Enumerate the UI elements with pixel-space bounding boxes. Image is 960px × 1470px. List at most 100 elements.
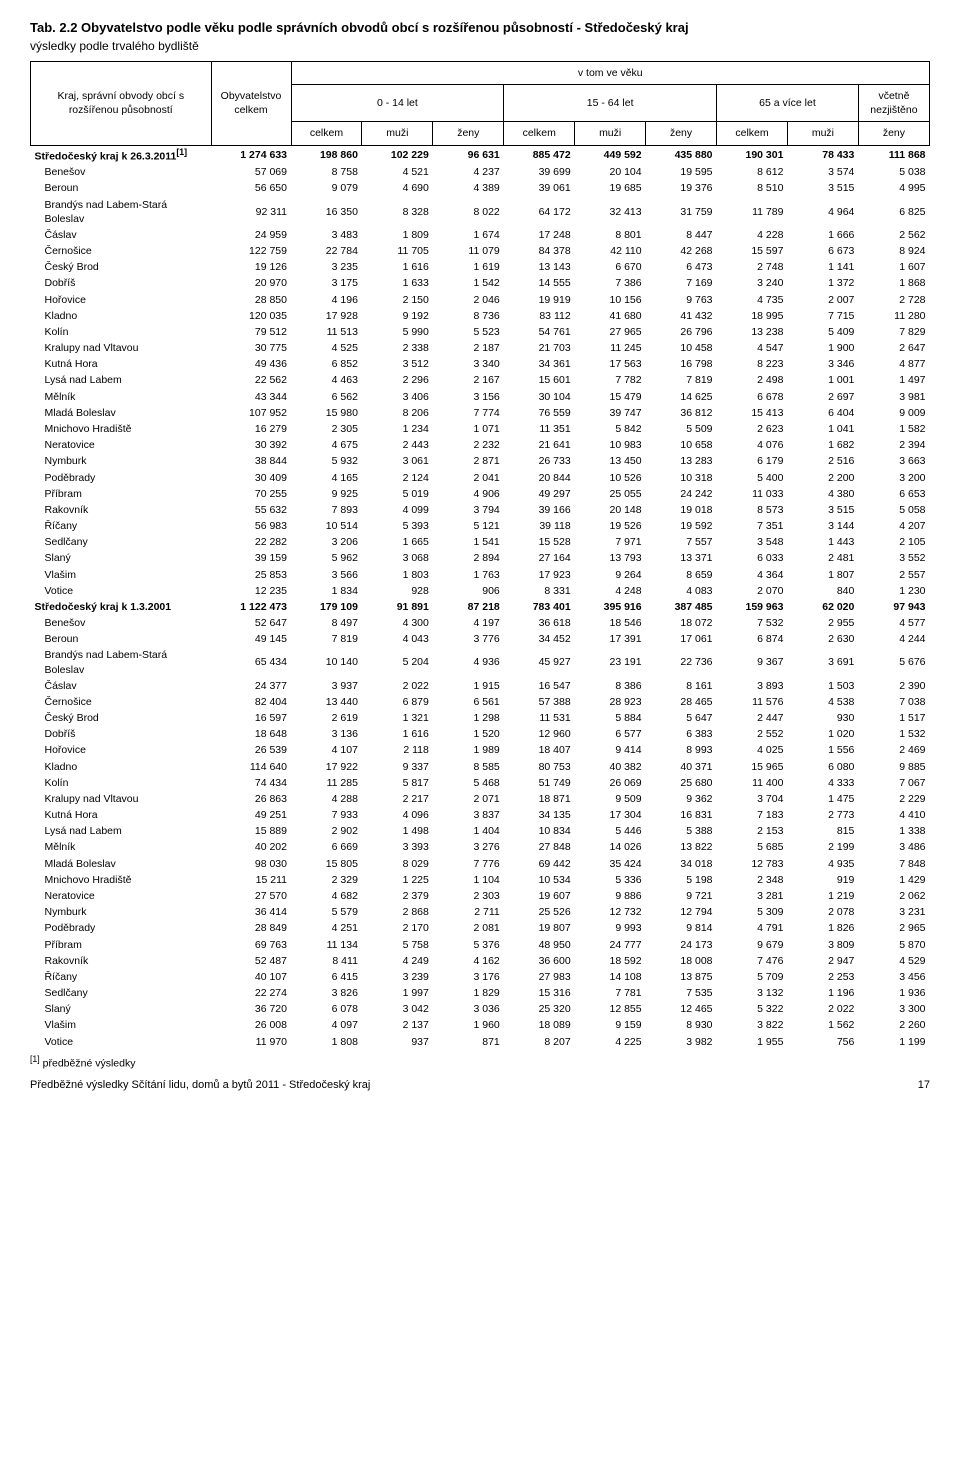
- data-cell: 13 283: [646, 453, 717, 469]
- table-row: Brandýs nad Labem-Stará Boleslav65 43410…: [31, 647, 930, 677]
- data-cell: 25 055: [575, 486, 646, 502]
- data-cell: 8 447: [646, 227, 717, 243]
- data-cell: 28 849: [211, 920, 291, 936]
- header-g4: včetně nezjištěno: [858, 85, 929, 122]
- data-cell: 1 429: [858, 872, 929, 888]
- data-cell: 9 679: [717, 937, 788, 953]
- data-cell: 5 685: [717, 839, 788, 855]
- data-cell: 4 463: [291, 372, 362, 388]
- row-label: Příbram: [31, 486, 212, 502]
- row-label: Dobříš: [31, 275, 212, 291]
- data-cell: 2 071: [433, 791, 504, 807]
- data-cell: 79 512: [211, 324, 291, 340]
- data-cell: 3 794: [433, 502, 504, 518]
- data-cell: 1 915: [433, 678, 504, 694]
- data-cell: 17 928: [291, 308, 362, 324]
- data-cell: 98 030: [211, 856, 291, 872]
- data-cell: 9 079: [291, 180, 362, 196]
- table-row: Kladno120 03517 9289 1928 73683 11241 68…: [31, 308, 930, 324]
- table-row: Černošice122 75922 78411 70511 07984 378…: [31, 243, 930, 259]
- table-row: Lysá nad Labem22 5624 4632 2962 16715 60…: [31, 372, 930, 388]
- data-cell: 28 465: [646, 694, 717, 710]
- data-cell: 1 960: [433, 1017, 504, 1033]
- data-cell: 16 798: [646, 356, 717, 372]
- table-row: Slaný36 7206 0783 0423 03625 32012 85512…: [31, 1001, 930, 1017]
- data-cell: 4 107: [291, 742, 362, 758]
- data-cell: 57 388: [504, 694, 575, 710]
- data-cell: 5 121: [433, 518, 504, 534]
- data-cell: 1 234: [362, 421, 433, 437]
- data-cell: 13 371: [646, 550, 717, 566]
- row-label: Slaný: [31, 550, 212, 566]
- section-total-cell: 1 274 633: [211, 145, 291, 164]
- data-cell: 8 930: [646, 1017, 717, 1033]
- data-cell: 1 219: [787, 888, 858, 904]
- data-cell: 57 069: [211, 164, 291, 180]
- table-row: Říčany40 1076 4153 2393 17627 98314 1081…: [31, 969, 930, 985]
- data-cell: 27 848: [504, 839, 575, 855]
- data-cell: 10 534: [504, 872, 575, 888]
- footnote-mark: [1]: [30, 1054, 40, 1064]
- table-row: Neratovice27 5704 6822 3792 30319 6079 8…: [31, 888, 930, 904]
- data-cell: 3 176: [433, 969, 504, 985]
- data-cell: 4 521: [362, 164, 433, 180]
- data-cell: 17 922: [291, 759, 362, 775]
- data-cell: 5 019: [362, 486, 433, 502]
- data-cell: 3 704: [717, 791, 788, 807]
- data-cell: 49 251: [211, 807, 291, 823]
- table-row: Beroun56 6509 0794 6904 38939 06119 6851…: [31, 180, 930, 196]
- data-cell: 3 068: [362, 550, 433, 566]
- data-cell: 40 371: [646, 759, 717, 775]
- data-cell: 8 029: [362, 856, 433, 872]
- row-label: Mnichovo Hradiště: [31, 872, 212, 888]
- data-cell: 1 808: [291, 1034, 362, 1050]
- data-cell: 2 187: [433, 340, 504, 356]
- data-cell: 6 078: [291, 1001, 362, 1017]
- data-cell: 7 933: [291, 807, 362, 823]
- section-label: Středočeský kraj k 26.3.2011[1]: [31, 145, 212, 164]
- data-cell: 1 616: [362, 726, 433, 742]
- page-footer: Předběžné výsledky Sčítání lidu, domů a …: [30, 1079, 930, 1091]
- data-cell: 9 367: [717, 647, 788, 677]
- data-cell: 1 807: [787, 567, 858, 583]
- table-row: Beroun49 1457 8194 0433 77634 45217 3911…: [31, 631, 930, 647]
- data-cell: 82 404: [211, 694, 291, 710]
- section-total-cell: 97 943: [858, 599, 929, 615]
- data-cell: 8 022: [433, 197, 504, 227]
- header-sub: celkem: [717, 122, 788, 145]
- data-cell: 3 393: [362, 839, 433, 855]
- data-cell: 4 225: [575, 1034, 646, 1050]
- data-cell: 36 812: [646, 405, 717, 421]
- data-cell: 4 675: [291, 437, 362, 453]
- data-cell: 1 001: [787, 372, 858, 388]
- data-cell: 2 150: [362, 292, 433, 308]
- data-cell: 1 834: [291, 583, 362, 599]
- data-cell: 27 164: [504, 550, 575, 566]
- data-cell: 4 099: [362, 502, 433, 518]
- data-cell: 1 498: [362, 823, 433, 839]
- table-row: Dobříš20 9703 1751 6331 54214 5557 3867 …: [31, 275, 930, 291]
- data-cell: 28 923: [575, 694, 646, 710]
- data-cell: 40 202: [211, 839, 291, 855]
- data-cell: 3 456: [858, 969, 929, 985]
- table-row: Mnichovo Hradiště16 2792 3051 2341 07111…: [31, 421, 930, 437]
- data-cell: 2 137: [362, 1017, 433, 1033]
- data-cell: 15 479: [575, 389, 646, 405]
- row-label: Čáslav: [31, 227, 212, 243]
- data-cell: 27 570: [211, 888, 291, 904]
- data-cell: 906: [433, 583, 504, 599]
- data-cell: 40 382: [575, 759, 646, 775]
- data-cell: 2 965: [858, 920, 929, 936]
- data-cell: 9 414: [575, 742, 646, 758]
- data-cell: 39 159: [211, 550, 291, 566]
- data-cell: 1 542: [433, 275, 504, 291]
- data-cell: 41 432: [646, 308, 717, 324]
- row-label: Kladno: [31, 759, 212, 775]
- data-cell: 15 980: [291, 405, 362, 421]
- data-cell: 35 424: [575, 856, 646, 872]
- data-cell: 3 281: [717, 888, 788, 904]
- data-cell: 19 592: [646, 518, 717, 534]
- data-cell: 7 971: [575, 534, 646, 550]
- table-row: Rakovník52 4878 4114 2494 16236 60018 59…: [31, 953, 930, 969]
- data-cell: 5 579: [291, 904, 362, 920]
